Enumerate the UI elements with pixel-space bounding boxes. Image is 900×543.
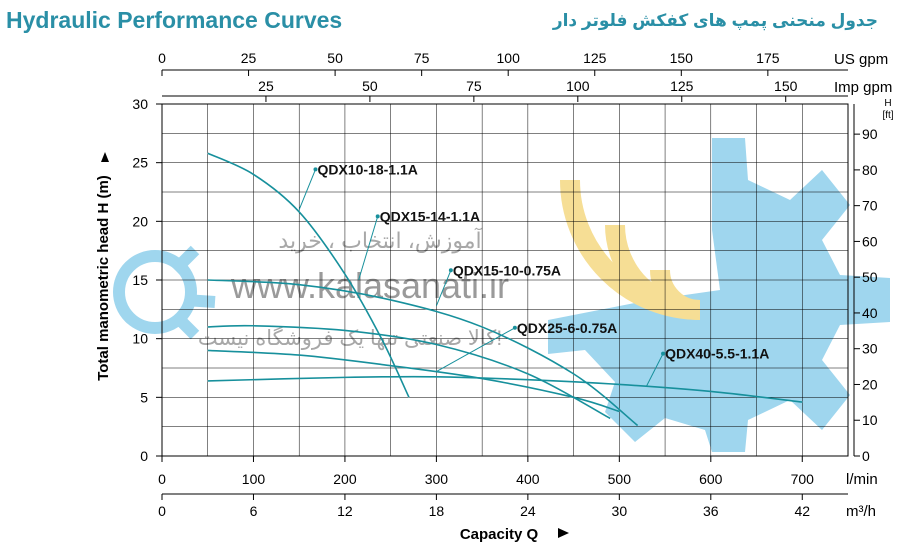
x-m3h-tick-label: 30 <box>612 503 628 519</box>
series-curve-QDX15-10-0.75A <box>207 324 611 420</box>
x-usgpm-tick-label: 0 <box>158 50 166 66</box>
y2-tick-label: 10 <box>862 412 878 428</box>
y2-tick-label: 70 <box>862 198 878 214</box>
x-usgpm-tick-label: 100 <box>497 50 521 66</box>
series <box>207 152 803 427</box>
x-impgpm-tick-label: 150 <box>774 78 798 94</box>
x-unit-usgpm: US gpm <box>834 51 888 68</box>
y2-tick-label: 40 <box>862 305 878 321</box>
series-label-QDX25-6-0.75A: QDX25-6-0.75A <box>517 320 617 336</box>
x-unit-m3h: m³/h <box>846 503 876 520</box>
y-tick-label: 20 <box>132 213 148 229</box>
x-m3h-tick-label: 36 <box>703 503 719 519</box>
series-label-QDX15-14-1.1A: QDX15-14-1.1A <box>380 208 480 224</box>
x-tick-label: 600 <box>699 471 723 487</box>
x-m3h-tick-label: 6 <box>250 503 258 519</box>
x-unit-lmin: l/min <box>846 471 878 488</box>
x-impgpm-tick-label: 25 <box>258 78 274 94</box>
x-m3h-tick-label: 18 <box>429 503 445 519</box>
x-impgpm-tick-label: 75 <box>466 78 482 94</box>
y-axis-label: Total manometric head H (m) <box>95 175 112 381</box>
x-tick-label: 300 <box>425 471 449 487</box>
series-curve-QDX15-14-1.1A <box>207 279 639 427</box>
x-tick-label: 200 <box>333 471 357 487</box>
y-tick-label: 10 <box>132 331 148 347</box>
y2-tick-label: 60 <box>862 233 878 249</box>
x-usgpm-tick-label: 25 <box>241 50 257 66</box>
x-usgpm-tick-label: 75 <box>414 50 430 66</box>
series-curve-QDX10-18-1.1A <box>207 152 410 398</box>
series-leader-arrow-icon <box>661 351 666 356</box>
series-leader-arrow-icon <box>313 167 318 172</box>
y-tick-label: 0 <box>140 448 148 464</box>
y2-tick-label: 80 <box>862 162 878 178</box>
x-usgpm-tick-label: 125 <box>583 50 607 66</box>
series-leader-line <box>646 353 664 386</box>
watermark-signal-arcs-icon <box>560 179 701 320</box>
series-leader-arrow-icon <box>512 325 517 330</box>
x-m3h-tick-label: 24 <box>520 503 536 519</box>
y-tick-label: 30 <box>132 96 148 112</box>
series-leader-arrow-icon <box>448 268 453 273</box>
x-tick-label: 400 <box>516 471 540 487</box>
x-impgpm-tick-label: 125 <box>670 78 694 94</box>
y2-tick-label: 90 <box>862 126 878 142</box>
y2-tick-label: 50 <box>862 269 878 285</box>
series-label-QDX10-18-1.1A: QDX10-18-1.1A <box>317 161 417 177</box>
y-unit-h: H <box>884 98 891 109</box>
series-label-QDX15-10-0.75A: QDX15-10-0.75A <box>453 262 561 278</box>
x-m3h-tick-label: 12 <box>337 503 353 519</box>
series-leader-line <box>436 327 516 372</box>
watermark-gear-icon <box>548 138 890 452</box>
watermark-bulb-icon <box>113 245 216 340</box>
y2-tick-label: 0 <box>862 448 870 464</box>
x-m3h-tick-label: 42 <box>794 503 810 519</box>
x-usgpm-tick-label: 150 <box>670 50 694 66</box>
y-unit-ft: [ft] <box>882 110 893 121</box>
watermark: آموزش، انتخاب ، خرید www.kalasanati.ir ک… <box>113 138 890 452</box>
x-axis-label: Capacity Q <box>460 526 539 543</box>
series-labels: QDX10-18-1.1A QDX15-14-1.1A QDX15-10-0.75A… <box>298 161 769 386</box>
y-tick-label: 15 <box>132 272 148 288</box>
x-tick-label: 500 <box>608 471 632 487</box>
x-usgpm-tick-label: 50 <box>327 50 343 66</box>
y-tick-label: 5 <box>140 389 148 405</box>
x-tick-label: 700 <box>791 471 815 487</box>
series-label-QDX40-5.5-1.1A: QDX40-5.5-1.1A <box>665 346 769 362</box>
x-tick-label: 0 <box>158 471 166 487</box>
series-leader-line <box>358 216 379 281</box>
series-curve-QDX40-5.5-1.1A <box>207 375 803 403</box>
y2-tick-label: 20 <box>862 376 878 392</box>
y-axis-arrow-icon <box>101 152 109 162</box>
x-axis-arrow-icon <box>558 528 569 538</box>
y2-tick-label: 30 <box>862 341 878 357</box>
watermark-line1: آموزش، انتخاب ، خرید <box>278 227 482 254</box>
series-leader-line <box>298 169 316 210</box>
series-leader-arrow-icon <box>375 214 380 219</box>
grid <box>162 104 848 456</box>
x-m3h-tick-label: 0 <box>158 503 166 519</box>
x-impgpm-tick-label: 100 <box>566 78 590 94</box>
watermark-line3: کالا صنعتی تنها یک فروشگاه نیست! <box>198 326 502 350</box>
series-curve-QDX25-6-0.75A <box>207 349 620 413</box>
series-leader-line <box>435 270 452 307</box>
x-tick-label: 100 <box>242 471 266 487</box>
chart-title-fa: جدول منحنی پمپ های کفکش فلوتر دار <box>552 11 878 31</box>
x-unit-impgpm: Imp gpm <box>834 79 892 96</box>
chart-title: Hydraulic Performance Curves <box>6 7 342 33</box>
watermark-url: www.kalasanati.ir <box>230 265 509 306</box>
x-usgpm-tick-label: 175 <box>756 50 780 66</box>
x-impgpm-tick-label: 50 <box>362 78 378 94</box>
y-tick-label: 25 <box>132 155 148 171</box>
